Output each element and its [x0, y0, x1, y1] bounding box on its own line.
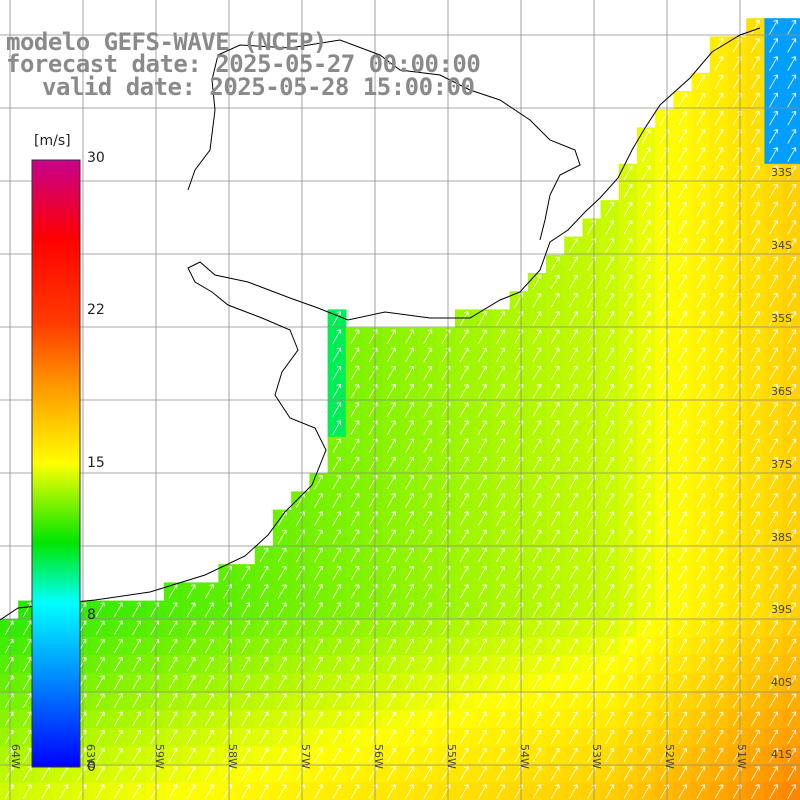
lon-label-58w: 58W — [226, 744, 239, 769]
title-forecast-date: forecast date: 2025-05-27 00:00:00 — [6, 50, 481, 78]
title-model: modelo GEFS-WAVE (NCEP) — [6, 28, 327, 56]
lat-label-35s: 35S — [771, 312, 792, 325]
lon-label-57w: 57W — [299, 744, 312, 769]
colorbar-tick-15: 15 — [87, 455, 105, 471]
lat-label-33s: 33S — [771, 166, 792, 179]
lon-label-54w: 54W — [518, 744, 531, 769]
lon-label-56w: 56W — [372, 744, 385, 769]
wind-speed-field — [0, 18, 800, 800]
colorbar-tick-0: 0 — [87, 759, 96, 775]
colorbar — [31, 159, 81, 768]
colorbar-tick-8: 8 — [87, 607, 96, 623]
lat-label-37s: 37S — [771, 458, 792, 471]
lat-label-36s: 36S — [771, 385, 792, 398]
lon-label-52w: 52W — [663, 744, 676, 769]
lat-label-41s: 41S — [771, 748, 792, 761]
lat-label-34s: 34S — [771, 239, 792, 252]
colorbar-unit: [m/s] — [34, 133, 71, 149]
lon-label-64w: 64W — [9, 744, 22, 769]
lon-label-51w: 51W — [735, 744, 748, 769]
lat-label-39s: 39S — [771, 603, 792, 616]
lat-label-38s: 38S — [771, 531, 792, 544]
lon-label-53w: 53W — [590, 744, 603, 769]
wind-arrows — [4, 19, 797, 799]
colorbar-tick-30: 30 — [87, 150, 105, 166]
lon-label-55w: 55W — [445, 744, 458, 769]
title-valid-date: valid date: 2025-05-28 15:00:00 — [42, 73, 475, 101]
lon-label-63w: 63W — [84, 744, 97, 769]
lat-label-40s: 40S — [771, 676, 792, 689]
colorbar-tick-22: 22 — [87, 302, 105, 318]
lon-label-59w: 59W — [153, 744, 166, 769]
